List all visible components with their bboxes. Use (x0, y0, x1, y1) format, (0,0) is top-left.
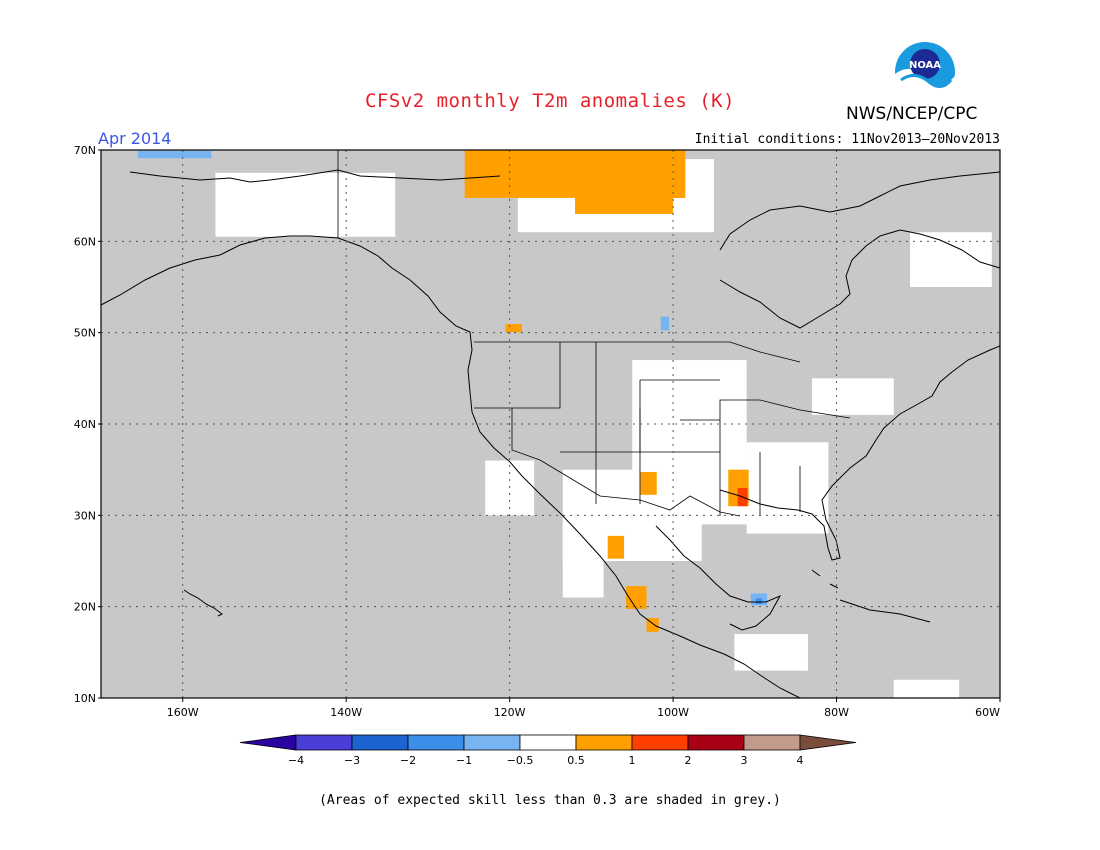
legend-label: 3 (741, 754, 748, 767)
longitude-ticks: 160W 140W 120W 100W 80W 60W (167, 698, 1001, 719)
legend-label: −3 (344, 754, 360, 767)
skill-ok-region (562, 524, 604, 598)
chart-title: CFSv2 monthly T2m anomalies (K) (364, 90, 736, 112)
legend-label: −4 (288, 754, 304, 767)
footnote: (Areas of expected skill less than 0.3 a… (319, 793, 781, 808)
legend-arrow-left (239, 734, 297, 751)
skill-ok-region (812, 378, 894, 415)
initial-conditions: Initial conditions: 11Nov2013–20Nov2013 (694, 132, 1000, 147)
skill-ok-region (215, 172, 396, 237)
legend-bin (407, 734, 465, 751)
anomaly-region (640, 471, 657, 495)
agency-label: NWS/NCEP/CPC (846, 104, 978, 124)
lat-tick-label: 70N (74, 144, 96, 157)
lat-tick-label: 60N (74, 235, 96, 248)
legend-bin (463, 734, 521, 751)
legend-label: 0.5 (567, 754, 585, 767)
legend-bin (351, 734, 409, 751)
legend-bin (575, 734, 633, 751)
legend-bin (519, 734, 577, 751)
legend-label: 4 (797, 754, 804, 767)
colorbar-legend: −4 −3 −2 −1 −0.5 0.5 1 2 3 4 (239, 734, 857, 767)
legend-bin (743, 734, 801, 751)
lon-tick-label: 80W (824, 706, 849, 719)
political-borders (337, 150, 851, 517)
anomaly-region (575, 195, 674, 214)
legend-label: 1 (629, 754, 636, 767)
skill-regions (215, 159, 992, 698)
lon-tick-label: 160W (167, 706, 199, 719)
legend-label: 2 (685, 754, 692, 767)
lat-tick-label: 30N (74, 509, 96, 522)
anomaly-region (464, 150, 686, 198)
skill-ok-region (910, 232, 992, 287)
anomaly-region (607, 535, 625, 559)
lat-tick-label: 20N (74, 601, 96, 614)
lon-tick-label: 120W (494, 706, 526, 719)
lon-tick-label: 140W (330, 706, 362, 719)
latitude-ticks: 70N 60N 50N 40N 30N 20N 10N (74, 144, 101, 705)
skill-ok-region (734, 634, 808, 671)
lat-tick-label: 10N (74, 692, 96, 705)
forecast-month: Apr 2014 (98, 129, 172, 148)
lat-tick-label: 40N (74, 418, 96, 431)
noaa-logo-text: NOAA (909, 60, 941, 71)
noaa-logo-icon: NOAA (893, 40, 957, 108)
legend-bin (687, 734, 745, 751)
legend-bin (295, 734, 353, 751)
lat-tick-label: 50N (74, 327, 96, 340)
anomaly-region (137, 150, 212, 159)
lon-tick-label: 100W (657, 706, 689, 719)
anomaly-region (626, 586, 647, 609)
legend-label: −0.5 (507, 754, 534, 767)
skill-ok-region (746, 442, 829, 534)
lon-tick-label: 60W (975, 706, 1000, 719)
legend-label: −1 (456, 754, 472, 767)
skill-ok-region (893, 679, 960, 698)
map-grid (101, 150, 1000, 698)
anomaly-region (505, 323, 522, 333)
legend-bin (631, 734, 689, 751)
legend-label: −2 (400, 754, 416, 767)
anomaly-region (660, 316, 670, 331)
anomaly-region (755, 598, 763, 604)
legend-arrow-right (799, 734, 857, 751)
